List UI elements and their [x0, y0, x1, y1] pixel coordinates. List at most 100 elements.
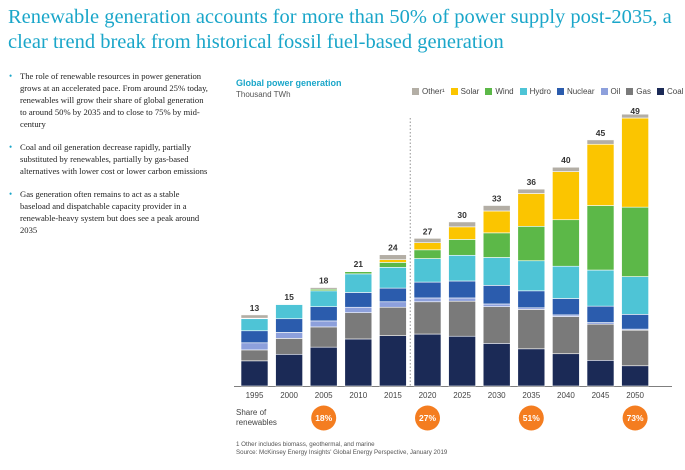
source-line: Source: McKinsey Energy Insights' Global… — [236, 449, 448, 456]
bullet-item: • The role of renewable resources in powe… — [9, 70, 209, 130]
bar-segment-oil — [344, 306, 373, 314]
bar-segment-nuclear — [586, 305, 615, 323]
legend-label: Gas — [636, 87, 651, 96]
bar-segment-gas — [309, 326, 338, 348]
bar-segment-hydro — [275, 304, 303, 320]
bar-segment-wind — [621, 206, 649, 277]
bar-segment-nuclear — [448, 280, 476, 299]
bar-segment-nuclear — [482, 285, 511, 305]
legend-swatch — [450, 88, 458, 95]
bar-segment-hydro — [552, 265, 580, 299]
bar-total-label: 24 — [388, 243, 398, 253]
bullet-text: The role of renewable resources in power… — [20, 71, 208, 129]
bar-segment-solar — [586, 143, 615, 206]
bar-segment-nuclear — [240, 330, 269, 344]
x-tick-label: 2015 — [384, 391, 402, 400]
bar-segment-oil — [413, 297, 442, 303]
x-tick-label: 2020 — [419, 391, 437, 400]
bullet-dot-icon: • — [9, 71, 13, 81]
bar-segment-gas — [621, 329, 649, 367]
bar-segment-wind — [448, 239, 476, 256]
bullet-text: Gas generation often remains to act as a… — [20, 189, 200, 235]
bar-total-label: 21 — [354, 259, 364, 269]
bar-total-label: 40 — [561, 155, 571, 165]
share-badge-circle — [518, 405, 544, 431]
bar-segment-gas — [448, 300, 476, 337]
bar-segment-coal — [586, 359, 615, 387]
share-of-renewables-label: Share of renewables — [236, 408, 277, 427]
bar-segment-gas — [586, 323, 615, 361]
legend-label: Oil — [610, 87, 621, 96]
bar-segment-nuclear — [379, 287, 407, 303]
legend-swatch — [519, 88, 527, 95]
bar-segment-oil — [309, 320, 338, 328]
bar-total-label: 15 — [284, 292, 294, 302]
bullet-item: • Gas generation often remains to act as … — [9, 188, 209, 236]
chart-legend: Other¹ Solar Wind Hydro Nuclear Oil Gas Coal — [412, 87, 683, 96]
legend-label: Coal — [666, 87, 684, 96]
bar-segment-gas — [275, 338, 303, 355]
legend-item: Coal — [656, 87, 684, 96]
bar-segment-oil — [275, 332, 303, 339]
bar-segment-hydro — [482, 257, 511, 286]
bar-segment-gas — [413, 301, 442, 335]
bar-segment-solar — [517, 193, 546, 227]
bar-segment-hydro — [309, 290, 338, 307]
bullet-dot-icon: • — [9, 142, 13, 152]
bar-segment-other — [240, 314, 269, 319]
bar-segment-other — [482, 205, 511, 212]
bar-segment-other — [413, 238, 442, 244]
bar-segment-other — [379, 254, 407, 260]
footnote-line: 1 Other includes biomass, geothermal, an… — [236, 441, 375, 448]
bar-segment-other — [586, 139, 615, 145]
bar-segment-other — [552, 166, 580, 172]
x-tick-label: 2030 — [488, 391, 506, 400]
bar-segment-coal — [448, 335, 476, 387]
bullet-dot-icon: • — [9, 189, 13, 199]
bar-segment-gas — [517, 309, 546, 350]
share-badge-circle — [311, 405, 337, 431]
x-tick-label: 2005 — [315, 391, 333, 400]
bar-segment-wind — [552, 219, 580, 267]
legend-swatch — [412, 88, 419, 95]
legend-swatch — [485, 88, 493, 95]
bar-segment-coal — [621, 365, 649, 387]
bar-total-label: 30 — [457, 210, 467, 220]
bar-segment-nuclear — [517, 290, 546, 309]
bar-total-label: 27 — [423, 226, 433, 236]
bar-segment-nuclear — [275, 318, 303, 333]
bullet-item: • Coal and oil generation decrease rapidl… — [9, 141, 209, 177]
bar-segment-coal — [552, 353, 580, 387]
page-title: Renewable generation accounts for more t… — [8, 6, 672, 53]
bar-segment-wind — [275, 303, 303, 305]
bar-segment-other — [309, 287, 338, 290]
bar-segment-gas — [379, 306, 407, 336]
bar-segment-other — [448, 221, 476, 228]
bar-segment-gas — [240, 349, 269, 362]
x-tick-label: 2040 — [557, 391, 575, 400]
legend-swatch — [556, 88, 564, 95]
bar-segment-wind — [379, 262, 407, 268]
bar-segment-coal — [379, 335, 407, 387]
footnote: 1 Other includes biomass, geothermal, an… — [236, 441, 447, 457]
bar-segment-hydro — [240, 318, 269, 332]
bullet-list: • The role of renewable resources in powe… — [9, 70, 209, 247]
bar-total-label: 18 — [319, 276, 329, 286]
share-badge-label: 18% — [315, 413, 332, 423]
bar-total-label: 45 — [596, 128, 606, 138]
bar-segment-nuclear — [621, 314, 649, 330]
bar-segment-coal — [344, 338, 373, 387]
chart-title: Global power generation — [236, 78, 342, 88]
legend-swatch — [626, 88, 634, 95]
bar-segment-hydro — [517, 260, 546, 292]
x-tick-label: 1995 — [246, 391, 264, 400]
bar-segment-solar — [552, 171, 580, 221]
chart-unit-label: Thousand TWh — [236, 90, 291, 99]
bar-segment-wind — [482, 232, 511, 258]
bar-segment-gas — [482, 306, 511, 344]
bar-segment-other — [517, 188, 546, 194]
bar-segment-wind — [413, 249, 442, 259]
legend-item: Gas — [626, 87, 651, 96]
x-tick-label: 2050 — [626, 391, 644, 400]
